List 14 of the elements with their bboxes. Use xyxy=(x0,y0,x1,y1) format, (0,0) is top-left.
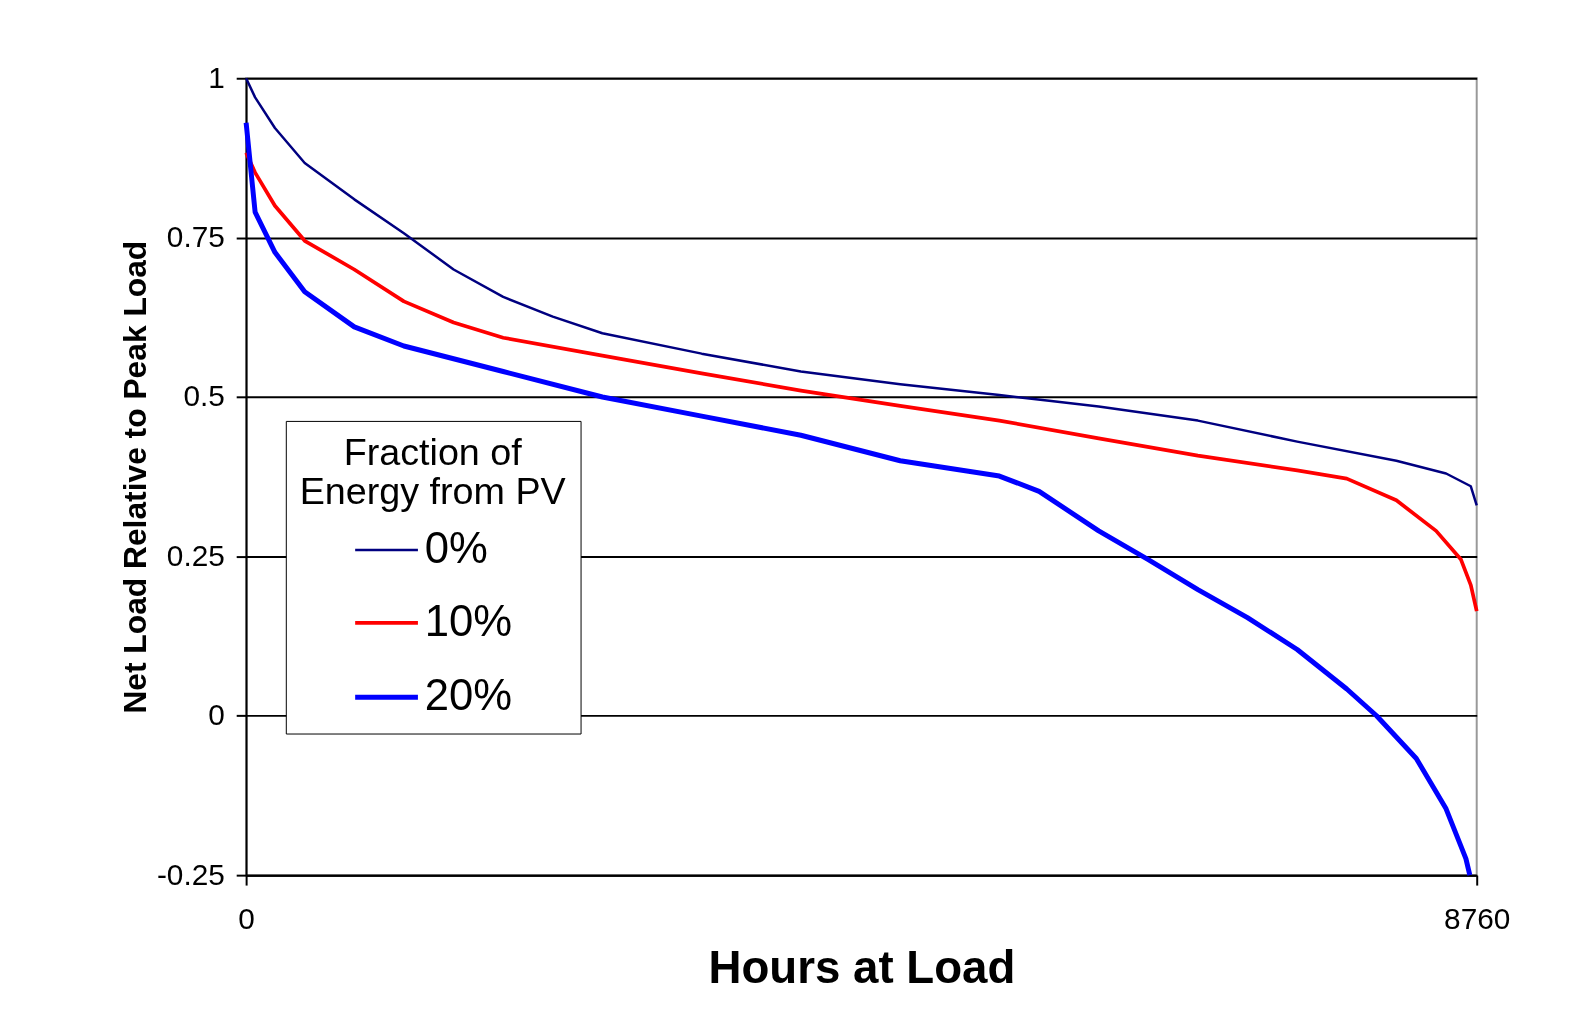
x-axis-title: Hours at Load xyxy=(708,941,1016,993)
legend-title: Fraction of Energy from PV xyxy=(299,430,566,513)
y-axis-title: Net Load Relative to Peak Load xyxy=(117,240,154,714)
y-tick-label: 0.75 xyxy=(166,220,225,254)
legend-label: 20% xyxy=(424,670,513,720)
legend-label: 0% xyxy=(424,522,488,572)
y-tick-label: -0.25 xyxy=(156,857,225,891)
y-tick-label: 0.25 xyxy=(166,538,225,572)
y-tick-label: 0 xyxy=(208,698,225,732)
y-tick-label: 1 xyxy=(208,60,225,94)
x-tick-label: 8760 xyxy=(1444,902,1511,936)
line-series xyxy=(243,120,1473,878)
y-tick-label: 0.5 xyxy=(183,379,225,413)
legend-label: 10% xyxy=(424,595,513,645)
